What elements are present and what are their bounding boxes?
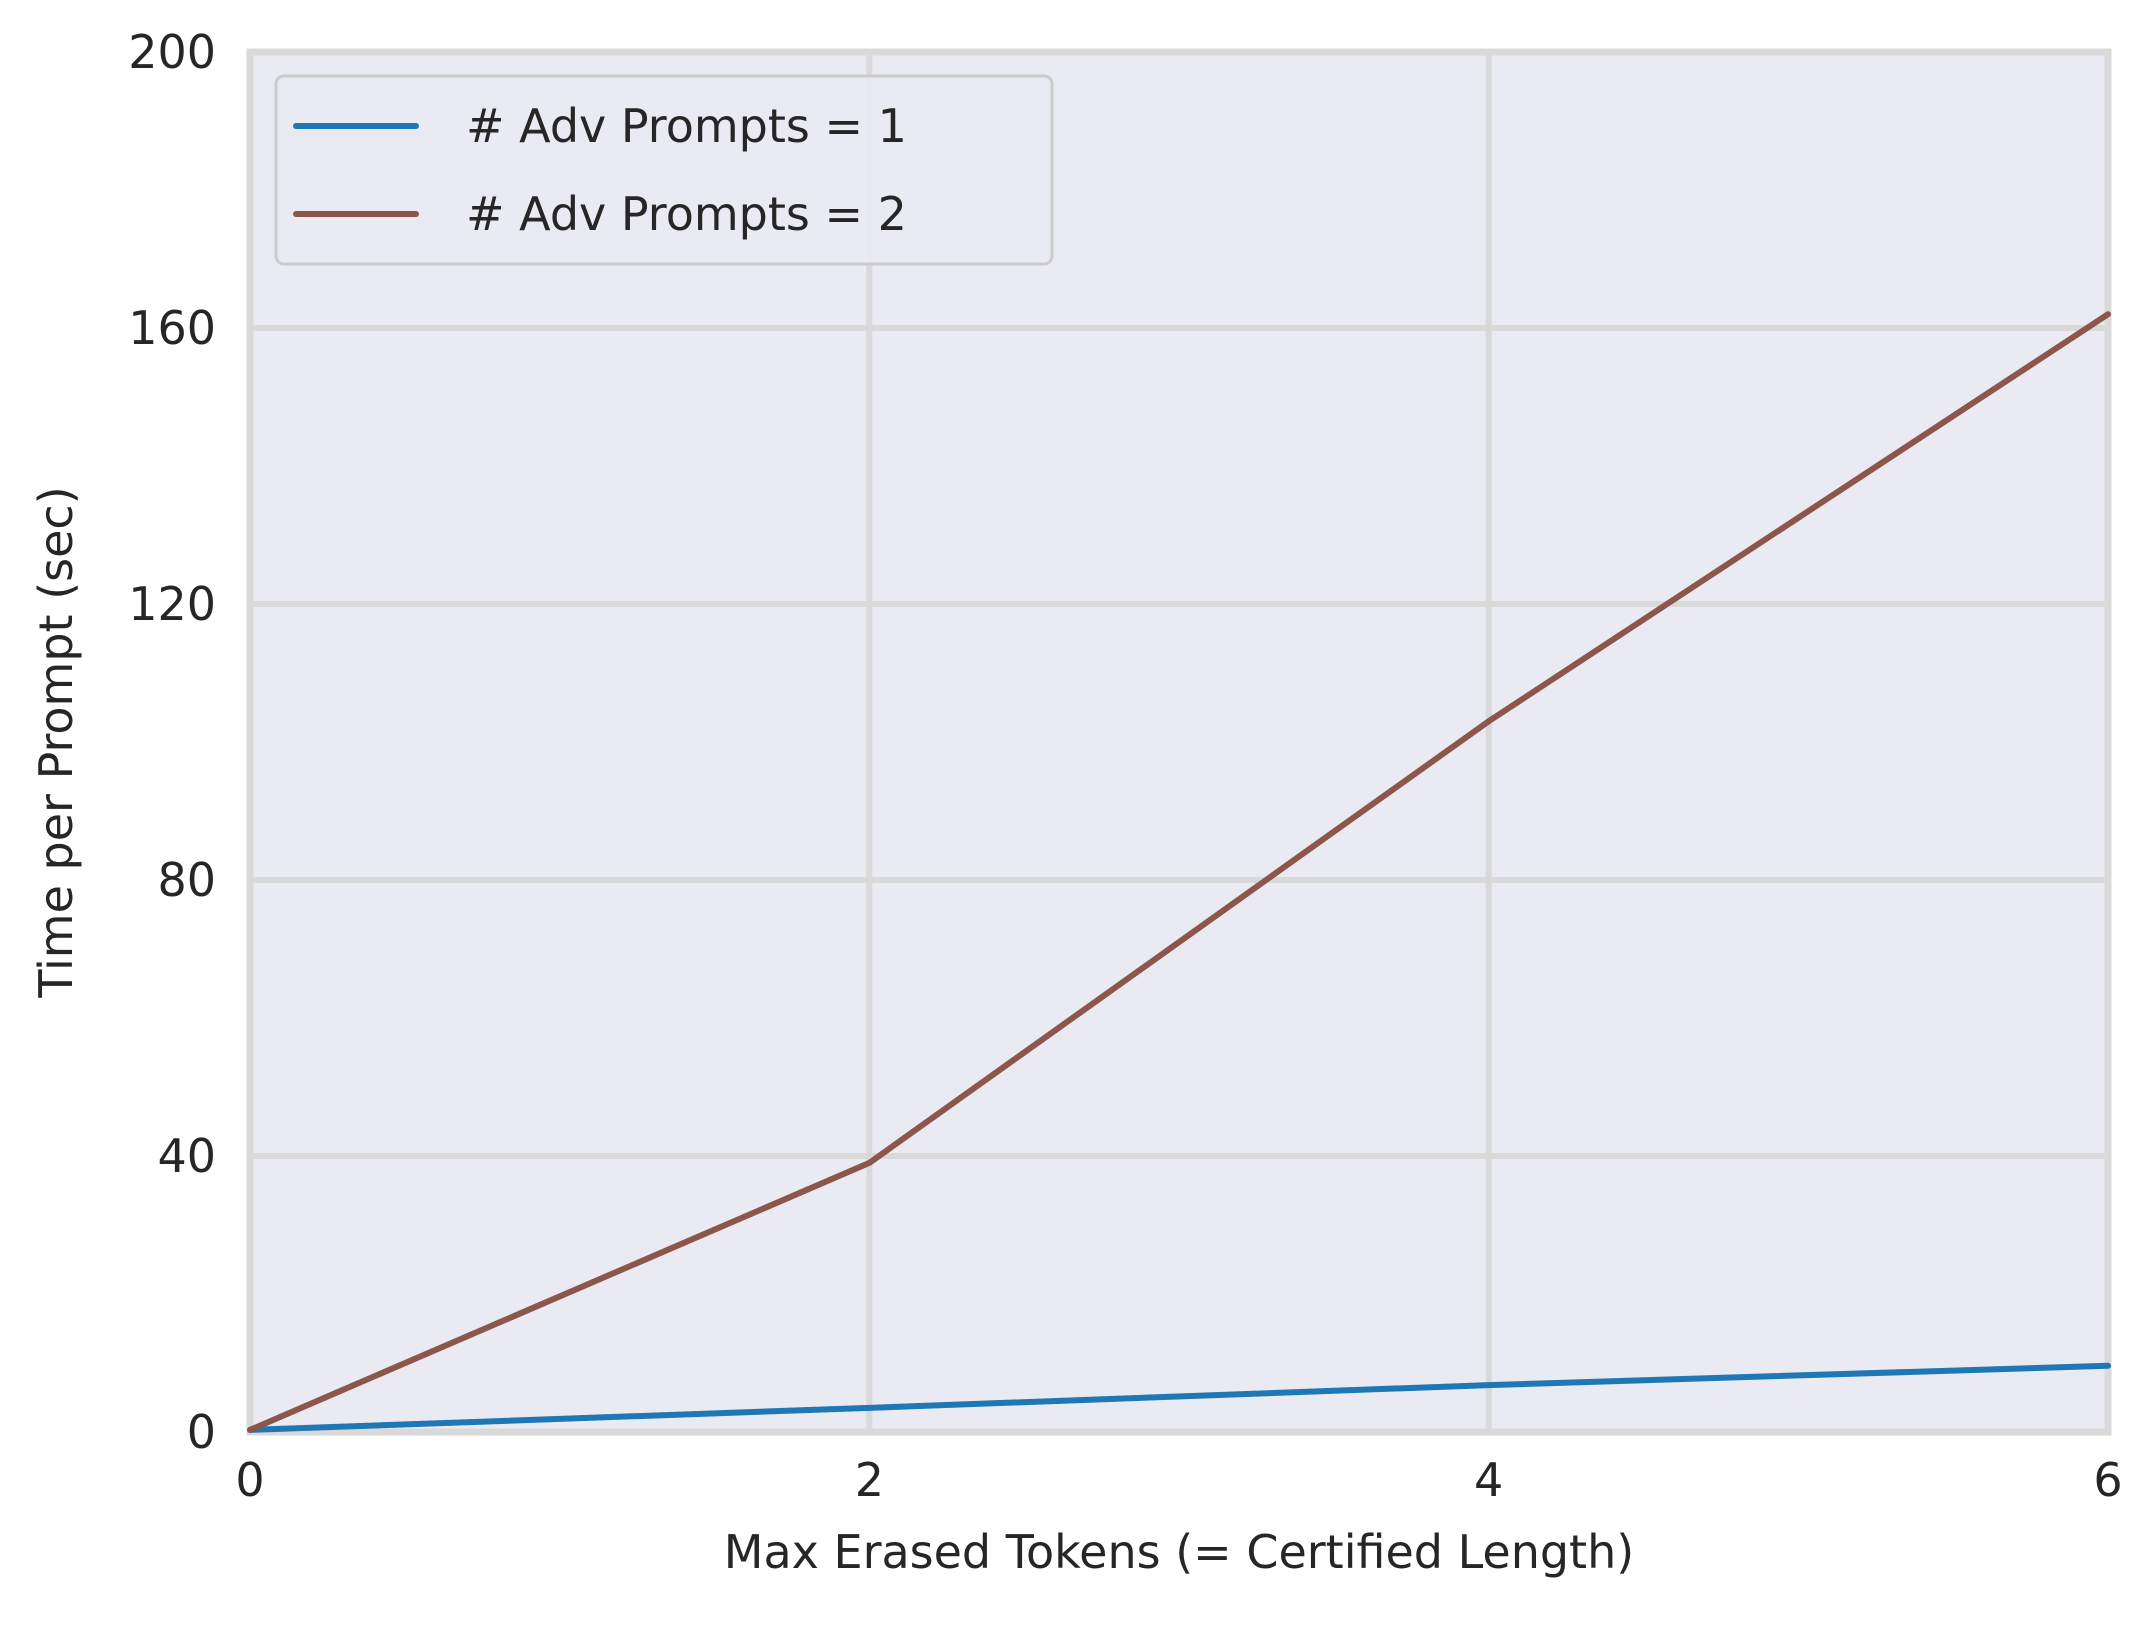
y-axis-ticks: 0 40 80 120 160 200 [128,25,216,1459]
y-tick-label: 120 [128,577,216,631]
legend-label-2: # Adv Prompts = 2 [466,187,907,241]
legend-label-1: # Adv Prompts = 1 [466,99,907,153]
y-tick-label: 80 [157,853,216,907]
y-tick-label: 0 [187,1405,216,1459]
series-lines [247,311,2111,1433]
x-tick-label: 4 [1474,1453,1503,1507]
y-tick-label: 160 [128,301,216,355]
series-line-1 [247,1362,2111,1433]
plot-background [250,52,2108,1432]
y-tick-label: 40 [157,1129,216,1183]
x-axis-label: Max Erased Tokens (= Certified Length) [724,1525,1634,1579]
plot-frame [246,48,2112,1436]
legend: # Adv Prompts = 1 # Adv Prompts = 2 [274,74,1054,266]
x-axis-ticks: 0 2 4 6 [235,1453,2122,1507]
y-tick-label: 200 [128,25,216,79]
x-tick-label: 0 [235,1453,264,1507]
y-axis-label: Time per Prompt (sec) [29,486,83,998]
x-tick-label: 6 [2093,1453,2122,1507]
series-line-2 [247,311,2111,1433]
x-tick-label: 2 [855,1453,884,1507]
legend-box [274,74,1054,266]
